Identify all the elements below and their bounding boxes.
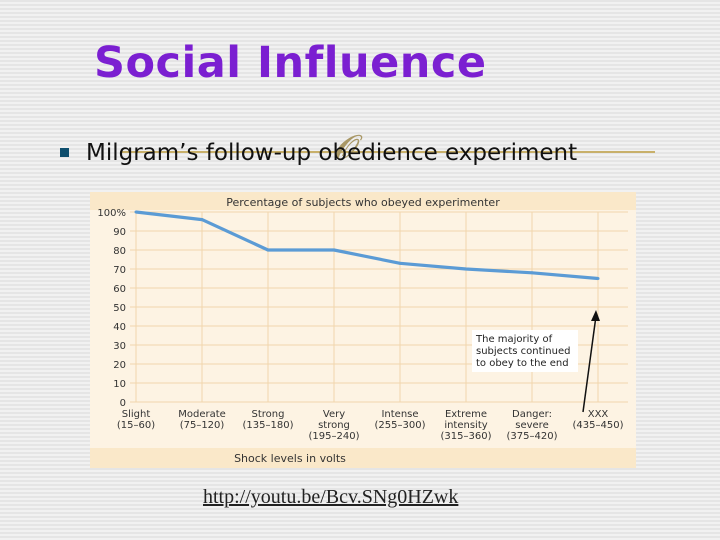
x-tick-label: severe: [515, 420, 548, 431]
x-tick-label: (435–450): [573, 420, 624, 431]
x-tick-label: Slight: [122, 409, 151, 420]
square-bullet-icon: [60, 148, 69, 157]
y-tick-label: 50: [113, 303, 126, 314]
data-point: [200, 218, 204, 222]
bullet-text: Milgram’s follow-up obedience experiment: [86, 140, 578, 166]
annotation-box: [472, 330, 578, 372]
x-tick-label: Moderate: [178, 409, 226, 420]
obedience-chart: Percentage of subjects who obeyed experi…: [90, 192, 636, 468]
x-tick-label: (75–120): [180, 420, 225, 431]
x-tick-label: Intense: [381, 409, 418, 420]
y-tick-label: 20: [113, 360, 126, 371]
data-point: [530, 271, 534, 275]
x-tick-label: (135–180): [243, 420, 294, 431]
y-tick-label: 100%: [97, 208, 126, 219]
data-point: [332, 248, 336, 252]
annotation-arrow: [582, 315, 597, 413]
x-tick-label: (315–360): [441, 431, 492, 442]
x-tick-label: strong: [318, 420, 350, 431]
data-point: [134, 210, 138, 214]
x-tick-label: Strong: [252, 409, 285, 420]
x-tick-label: (195–240): [309, 431, 360, 442]
data-point: [266, 248, 270, 252]
annotation-text: subjects continued: [476, 346, 570, 357]
y-tick-label: 10: [113, 379, 126, 390]
x-tick-label: Extreme: [445, 409, 487, 420]
obedience-series-line: [135, 210, 599, 281]
annotation-text: to obey to the end: [476, 358, 569, 369]
video-link[interactable]: http://youtu.be/Bcv.SNg0HZwk: [203, 486, 459, 508]
x-tick-label: Very: [323, 409, 345, 420]
xlabel-band: [90, 448, 636, 468]
chart-title-band: [90, 192, 636, 210]
x-tick-label: (375–420): [507, 431, 558, 442]
chart-title: Percentage of subjects who obeyed experi…: [226, 196, 500, 209]
decorative-mark: 𝓞: [334, 128, 356, 168]
data-point: [398, 261, 402, 265]
arrow-head: [591, 310, 600, 321]
annotation-text: The majority of: [475, 334, 553, 345]
slide-title: Social Influence: [94, 38, 487, 88]
data-point: [464, 267, 468, 271]
y-tick-label: 60: [113, 284, 126, 295]
x-tick-label: XXX: [588, 409, 609, 420]
y-tick-label: 70: [113, 265, 126, 276]
bullet-item: Milgram’s follow-up obedience experiment: [60, 140, 660, 172]
y-tick-label: 90: [113, 227, 126, 238]
decorative-rule: [120, 151, 655, 153]
x-axis-label: Shock levels in volts: [234, 452, 346, 465]
y-tick-label: 80: [113, 246, 126, 257]
y-tick-label: 30: [113, 341, 126, 352]
chart-panel: Percentage of subjects who obeyed experi…: [90, 192, 636, 468]
data-point: [596, 277, 600, 280]
y-tick-label: 0: [120, 398, 126, 409]
x-tick-label: Danger:: [512, 409, 552, 420]
x-tick-label: (255–300): [375, 420, 426, 431]
y-tick-label: 40: [113, 322, 126, 333]
x-tick-label: intensity: [444, 420, 487, 431]
x-tick-label: (15–60): [117, 420, 155, 431]
